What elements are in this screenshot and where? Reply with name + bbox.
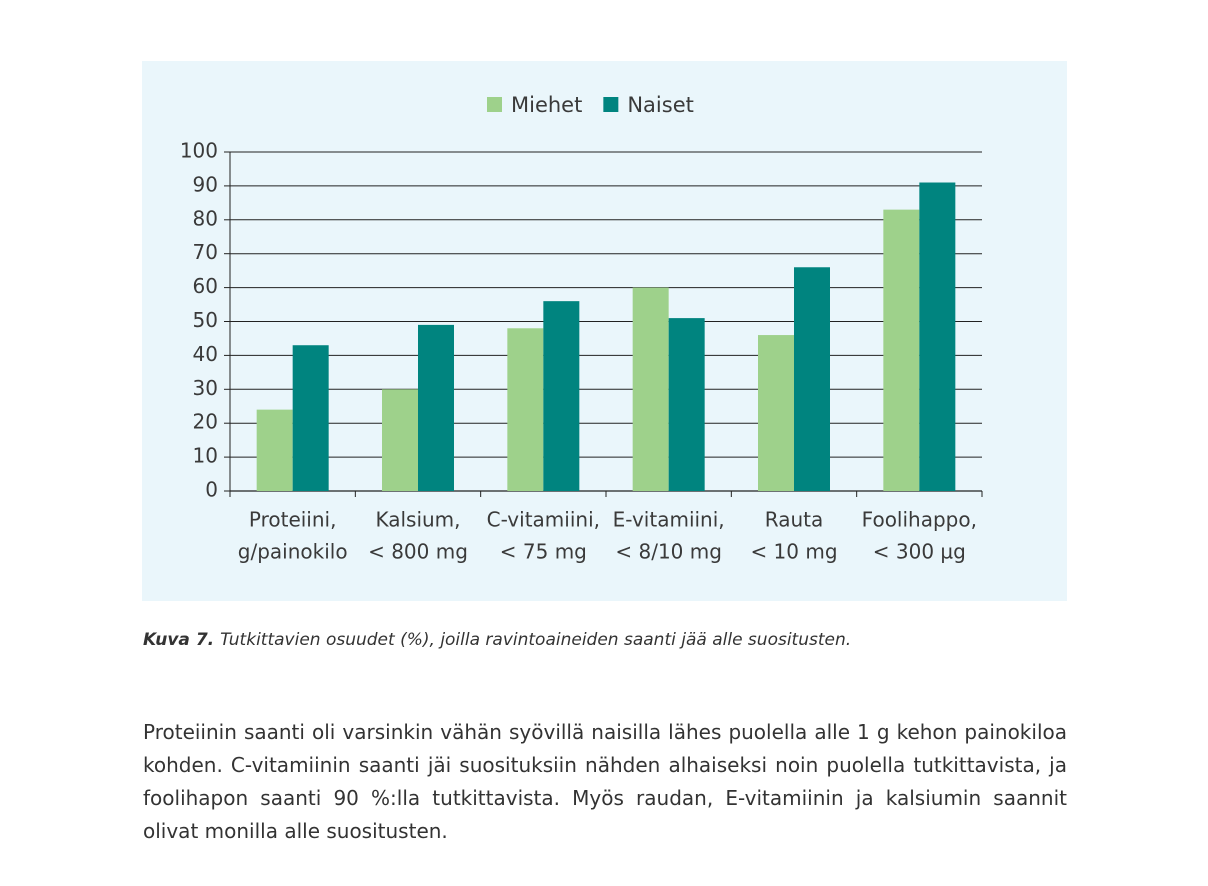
legend-label: Miehet (511, 93, 582, 117)
bar (543, 301, 580, 491)
x-tick-label: < 75 mg (500, 540, 587, 564)
bar (632, 287, 669, 491)
x-tick-label: < 800 mg (368, 540, 468, 564)
bar (919, 182, 956, 491)
caption-label: Kuva 7. (143, 630, 215, 650)
y-tick-label: 80 (193, 206, 218, 230)
bar (794, 267, 830, 491)
x-tick-label: < 300 µg (873, 540, 966, 564)
bar (883, 209, 920, 491)
y-tick-label: 50 (193, 308, 218, 332)
x-tick-label: E-vitamiini, (613, 508, 725, 532)
x-tick-label: Proteiini, (249, 508, 337, 532)
body-paragraph: Proteiinin saanti oli varsinkin vähän sy… (143, 720, 1067, 843)
figure-caption: Kuva 7. Tutkittavien osuudet (%), joilla … (143, 630, 851, 650)
y-tick-label: 90 (193, 172, 218, 196)
bar (507, 328, 544, 491)
legend-label: Naiset (627, 93, 694, 117)
y-tick-label: 20 (193, 410, 218, 434)
x-tick-label: < 10 mg (750, 540, 837, 564)
y-tick-label: 40 (193, 342, 218, 366)
chart: Miehet Naiset 0 10 20 30 40 50 60 70 80 90 100 Protei… (142, 61, 1067, 601)
y-tick-label: 0 (205, 478, 218, 502)
y-tick-label: 70 (193, 240, 218, 264)
bar (292, 345, 329, 491)
x-tick-label: g/painokilo (238, 540, 348, 564)
bar (256, 409, 293, 491)
x-tick-label: Foolihappo, (862, 508, 977, 532)
legend-swatch (603, 97, 619, 112)
y-tick-label: 100 (180, 139, 218, 163)
y-tick-label: 10 (193, 444, 218, 468)
bar (382, 389, 418, 491)
legend-swatch (487, 97, 502, 112)
bar (668, 318, 705, 491)
y-tick-label: 30 (193, 376, 218, 400)
bar (758, 335, 794, 491)
x-tick-label: < 8/10 mg (615, 540, 722, 564)
bar (418, 324, 454, 491)
y-tick-label: 60 (193, 274, 218, 298)
x-tick-label: Rauta (765, 508, 824, 532)
x-tick-label: C-vitamiini, (487, 508, 600, 532)
x-tick-label: Kalsium, (375, 508, 460, 532)
caption-text: Tutkittavien osuudet (%), joilla ravinto… (220, 630, 852, 650)
